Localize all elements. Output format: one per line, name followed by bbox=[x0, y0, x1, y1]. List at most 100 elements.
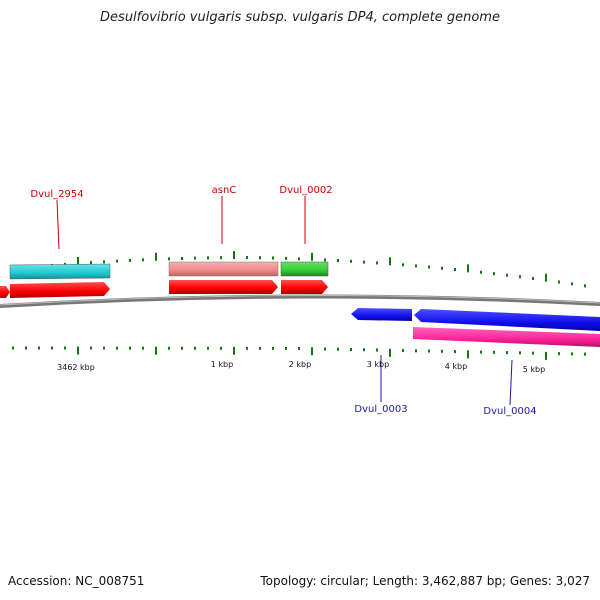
gene-dvul-2954[interactable] bbox=[9, 263, 111, 280]
label-dvul-0004: Dvul_0004 bbox=[483, 406, 536, 417]
scale-label-2kbp: 2 kbp bbox=[289, 360, 311, 369]
scale-label-5kbp: 5 kbp bbox=[523, 365, 545, 374]
outer-minor-tick bbox=[142, 258, 144, 262]
inner-minor-tick bbox=[363, 348, 365, 352]
inner-major-tick bbox=[467, 350, 469, 359]
inner-minor-tick bbox=[350, 348, 352, 351]
outer-minor-tick bbox=[493, 272, 495, 276]
scale-label-3kbp: 3 kbp bbox=[367, 360, 389, 369]
outer-minor-tick bbox=[116, 259, 118, 263]
leader-dvul-2954 bbox=[56, 199, 60, 250]
inner-minor-tick bbox=[116, 346, 118, 350]
inner-minor-tick bbox=[25, 346, 27, 350]
outer-minor-tick bbox=[259, 256, 261, 260]
inner-minor-tick bbox=[506, 351, 508, 355]
outer-minor-tick bbox=[571, 282, 573, 286]
outer-minor-tick bbox=[350, 259, 352, 263]
inner-minor-tick bbox=[272, 346, 274, 350]
scale-label-4kbp: 4 kbp bbox=[445, 362, 467, 371]
inner-minor-tick bbox=[220, 346, 222, 350]
outer-major-tick bbox=[155, 252, 157, 261]
accession-text: Accession: NC_008751 bbox=[8, 574, 145, 588]
scale-label-1kbp: 1 kbp bbox=[211, 360, 233, 369]
map-title: Desulfovibrio vulgaris subsp. vulgaris D… bbox=[100, 10, 500, 25]
outer-minor-tick bbox=[337, 259, 339, 263]
outer-minor-tick bbox=[168, 257, 170, 261]
inner-minor-tick bbox=[181, 346, 183, 350]
inner-minor-tick bbox=[103, 346, 105, 350]
cds-dvul-2954[interactable] bbox=[10, 282, 110, 298]
outer-minor-tick bbox=[272, 256, 274, 260]
inner-minor-tick bbox=[12, 346, 14, 350]
label-asnc: asnC bbox=[212, 185, 237, 196]
inner-minor-tick bbox=[493, 350, 495, 354]
inner-minor-tick bbox=[246, 346, 248, 350]
outer-minor-tick bbox=[558, 280, 560, 284]
outer-minor-tick bbox=[298, 257, 300, 261]
inner-minor-tick bbox=[441, 349, 443, 353]
inner-major-tick bbox=[155, 346, 157, 355]
inner-minor-tick bbox=[168, 346, 170, 350]
outer-minor-tick bbox=[324, 258, 326, 262]
genome-backbone bbox=[0, 294, 600, 308]
leader-dvul-0004 bbox=[509, 359, 513, 406]
label-dvul-0003: Dvul_0003 bbox=[354, 404, 407, 415]
outer-minor-tick bbox=[441, 266, 443, 270]
inner-minor-tick bbox=[90, 346, 92, 350]
outer-minor-tick bbox=[181, 256, 183, 260]
inner-minor-tick bbox=[571, 352, 573, 356]
outer-minor-tick bbox=[532, 276, 534, 280]
outer-minor-tick bbox=[285, 256, 287, 260]
inner-minor-tick bbox=[428, 349, 430, 353]
outer-minor-tick bbox=[584, 284, 586, 288]
inner-tick-marks bbox=[12, 346, 586, 360]
inner-minor-tick bbox=[376, 348, 378, 352]
label-dvul-2954: Dvul_2954 bbox=[30, 189, 83, 200]
inner-major-tick bbox=[389, 348, 391, 357]
outer-minor-tick bbox=[506, 273, 508, 277]
inner-minor-tick bbox=[324, 347, 326, 351]
inner-minor-tick bbox=[415, 349, 417, 353]
cds-dvul-0004[interactable] bbox=[413, 327, 600, 347]
inner-minor-tick bbox=[558, 352, 560, 356]
inner-minor-tick bbox=[207, 346, 209, 350]
outer-minor-tick bbox=[220, 256, 222, 260]
scale-label-3462kbp: 3462 kbp bbox=[57, 363, 95, 372]
outer-minor-tick bbox=[246, 256, 248, 260]
outer-minor-tick bbox=[428, 265, 430, 269]
outer-minor-tick bbox=[480, 270, 482, 274]
gene-dvul-0002[interactable] bbox=[280, 261, 329, 277]
cds-dvul-0002[interactable] bbox=[281, 280, 328, 294]
genome-backbone-highlight bbox=[0, 294, 600, 306]
gene-asnc[interactable] bbox=[168, 261, 279, 277]
gene-dvul-0004[interactable] bbox=[414, 309, 600, 331]
inner-minor-tick bbox=[584, 352, 586, 356]
inner-minor-tick bbox=[142, 346, 144, 350]
outer-minor-tick bbox=[207, 256, 209, 260]
inner-major-tick bbox=[545, 351, 547, 360]
inner-minor-tick bbox=[259, 346, 261, 350]
cds-arrow-edge[interactable] bbox=[0, 286, 10, 298]
inner-minor-tick bbox=[298, 346, 300, 350]
inner-minor-tick bbox=[519, 351, 521, 355]
outer-major-tick bbox=[311, 252, 313, 261]
outer-major-tick bbox=[77, 256, 79, 265]
label-dvul-0002: Dvul_0002 bbox=[279, 185, 332, 196]
outer-minor-tick bbox=[402, 263, 404, 267]
outer-minor-tick bbox=[129, 258, 131, 262]
cds-asnc[interactable] bbox=[169, 280, 278, 294]
inner-minor-tick bbox=[38, 346, 40, 350]
outer-minor-tick bbox=[363, 260, 365, 264]
gene-dvul-0003[interactable] bbox=[351, 308, 412, 321]
outer-major-tick bbox=[389, 257, 391, 266]
inner-minor-tick bbox=[337, 347, 339, 351]
inner-major-tick bbox=[77, 346, 79, 355]
outer-major-tick bbox=[545, 273, 547, 282]
genome-summary-text: Topology: circular; Length: 3,462,887 bp… bbox=[260, 574, 590, 588]
outer-minor-tick bbox=[194, 256, 196, 260]
inner-minor-tick bbox=[129, 346, 131, 350]
inner-major-tick bbox=[233, 346, 235, 355]
outer-minor-tick bbox=[90, 261, 92, 265]
outer-minor-tick bbox=[376, 261, 378, 265]
